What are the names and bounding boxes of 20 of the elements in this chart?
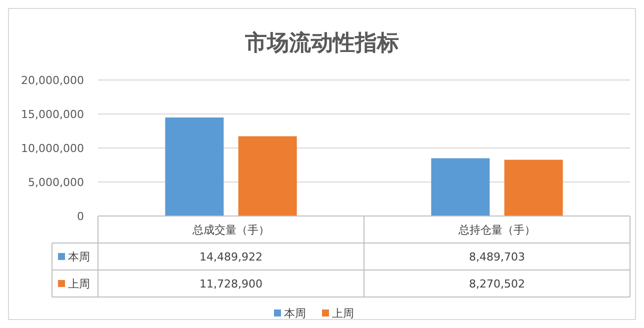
bar xyxy=(431,158,490,216)
data-label: 8,489,703 xyxy=(469,250,525,264)
x-tick-label: 总成交量（手） xyxy=(192,223,270,236)
data-label: 8,270,502 xyxy=(469,277,525,290)
y-tick-label: 5,000,000 xyxy=(28,176,84,189)
y-tick-label: 10,000,000 xyxy=(21,142,84,155)
legend-label: 上周 xyxy=(332,306,354,320)
y-tick-label: 15,000,000 xyxy=(21,108,84,121)
bar xyxy=(165,117,224,216)
chart-title: 市场流动性指标 xyxy=(244,30,399,56)
bar xyxy=(238,136,297,216)
x-tick-label: 总持仓量（手） xyxy=(458,223,536,236)
text: 本周 xyxy=(284,306,306,320)
bar xyxy=(504,160,563,216)
text: 上周 xyxy=(68,277,90,290)
y-tick-label: 20,000,000 xyxy=(21,74,84,87)
legend-label: 本周 xyxy=(68,250,90,264)
data-label: 14,489,922 xyxy=(200,250,262,264)
y-tick-label: 0 xyxy=(77,210,84,223)
data-label: 11,728,900 xyxy=(200,277,262,290)
